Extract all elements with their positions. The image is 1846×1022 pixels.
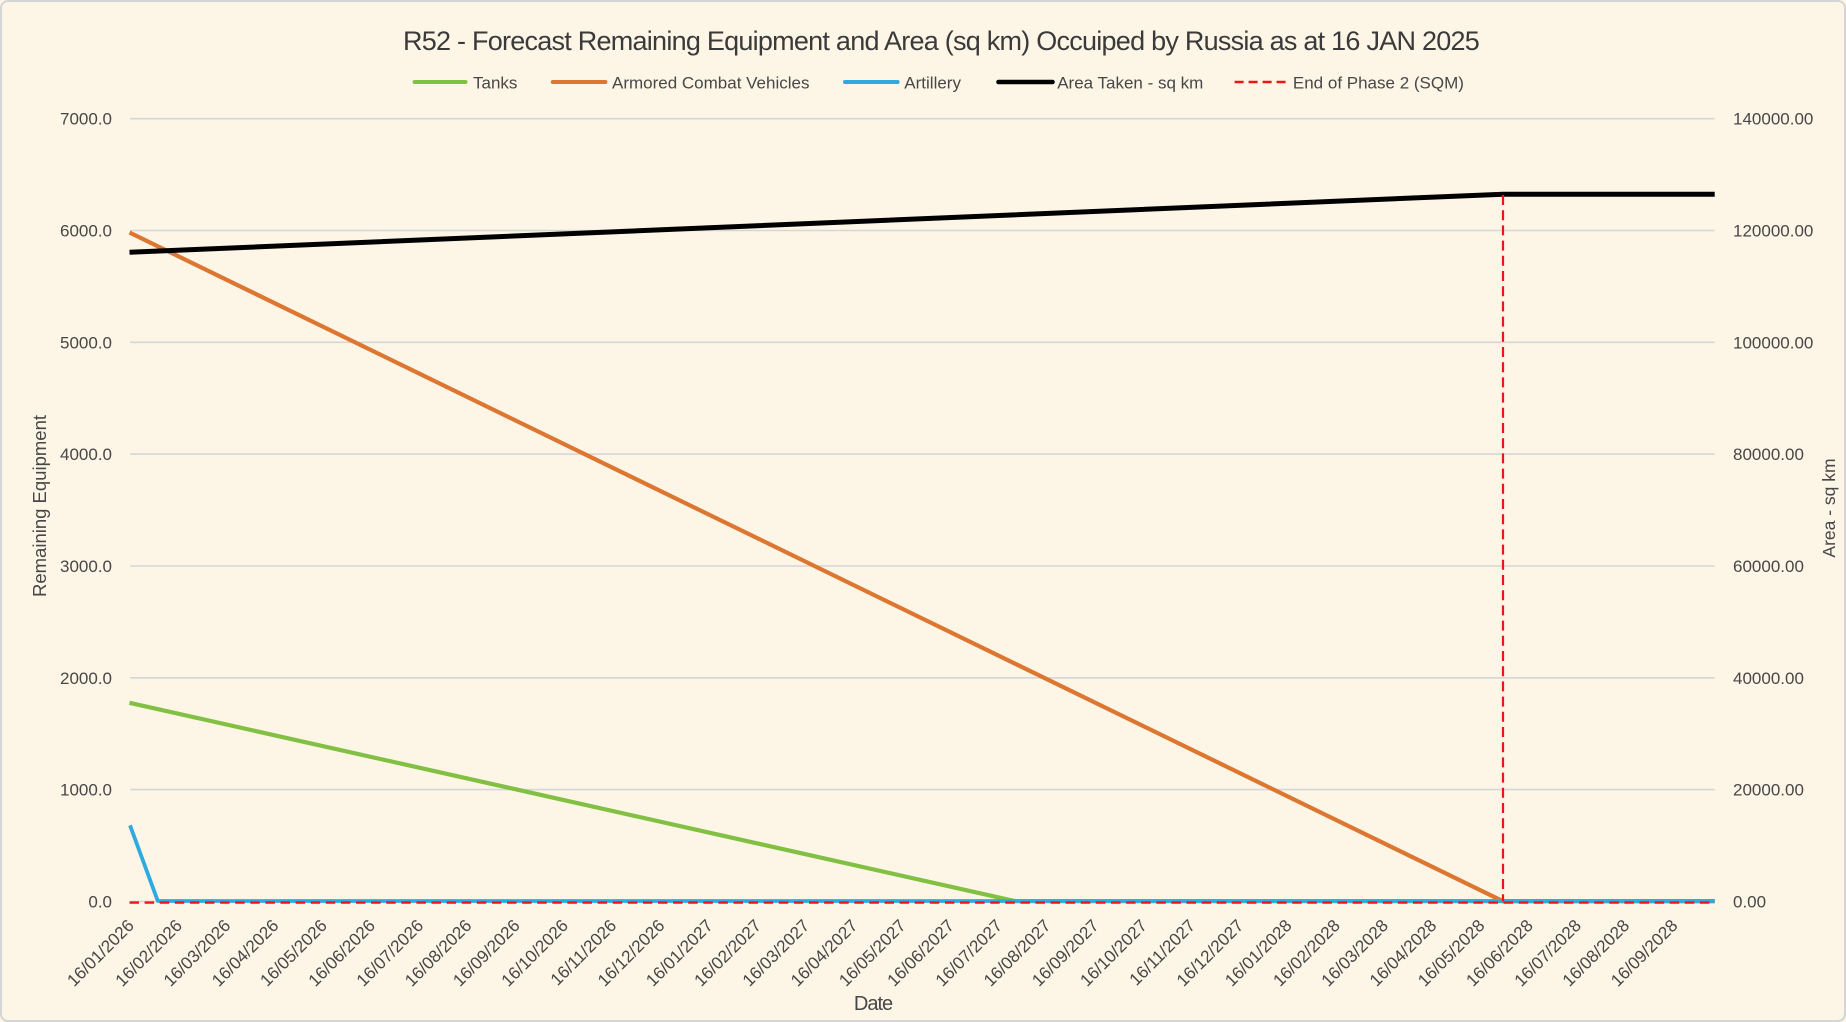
svg-text:4000.0: 4000.0: [60, 445, 112, 464]
svg-text:Artillery: Artillery: [904, 74, 961, 93]
svg-text:6000.0: 6000.0: [60, 222, 112, 241]
svg-text:Armored Combat Vehicles: Armored Combat Vehicles: [612, 74, 809, 93]
svg-text:1000.0: 1000.0: [60, 781, 112, 800]
svg-text:120000.00: 120000.00: [1733, 222, 1813, 241]
svg-text:40000.00: 40000.00: [1733, 669, 1804, 688]
svg-text:Area Taken - sq km: Area Taken - sq km: [1057, 74, 1203, 93]
svg-text:5000.0: 5000.0: [60, 333, 112, 352]
svg-text:R52 - Forecast Remaining Equip: R52 - Forecast Remaining Equipment and A…: [403, 26, 1479, 56]
svg-text:0.00: 0.00: [1733, 892, 1766, 911]
svg-text:End of Phase 2 (SQM): End of Phase 2 (SQM): [1293, 74, 1464, 93]
svg-text:3000.0: 3000.0: [60, 557, 112, 576]
svg-text:Tanks: Tanks: [473, 74, 517, 93]
svg-text:80000.00: 80000.00: [1733, 445, 1804, 464]
svg-text:0.0: 0.0: [88, 892, 112, 911]
svg-text:Date: Date: [854, 993, 893, 1015]
svg-text:60000.00: 60000.00: [1733, 557, 1804, 576]
svg-text:Area - sq km: Area - sq km: [1819, 458, 1839, 557]
svg-text:140000.00: 140000.00: [1733, 110, 1813, 129]
svg-text:2000.0: 2000.0: [60, 669, 112, 688]
svg-text:100000.00: 100000.00: [1733, 333, 1813, 352]
svg-text:Remaining Equipment: Remaining Equipment: [29, 415, 50, 597]
svg-text:7000.0: 7000.0: [60, 110, 112, 129]
svg-text:20000.00: 20000.00: [1733, 781, 1804, 800]
